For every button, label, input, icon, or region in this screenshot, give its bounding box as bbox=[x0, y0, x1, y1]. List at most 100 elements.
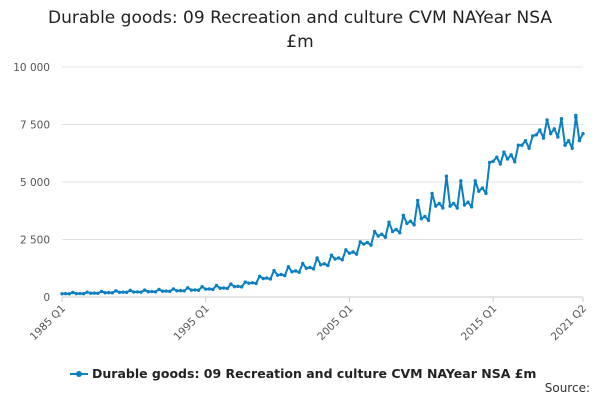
data-point[interactable] bbox=[405, 221, 409, 226]
data-point[interactable] bbox=[139, 290, 143, 294]
data-point[interactable] bbox=[225, 286, 229, 291]
data-point[interactable] bbox=[63, 291, 68, 296]
data-point[interactable] bbox=[103, 291, 107, 295]
data-point[interactable] bbox=[150, 289, 154, 294]
data-point[interactable] bbox=[574, 113, 578, 118]
data-point[interactable] bbox=[369, 243, 373, 247]
data-point[interactable] bbox=[124, 290, 129, 295]
data-point[interactable] bbox=[336, 256, 341, 260]
data-point[interactable] bbox=[221, 286, 226, 290]
data-point[interactable] bbox=[376, 234, 380, 238]
data-point[interactable] bbox=[491, 159, 495, 163]
data-point[interactable] bbox=[329, 253, 334, 257]
data-point[interactable] bbox=[347, 251, 352, 255]
data-point[interactable] bbox=[455, 206, 459, 210]
data-point[interactable] bbox=[563, 143, 567, 147]
data-point[interactable] bbox=[484, 191, 488, 196]
data-point[interactable] bbox=[394, 227, 398, 232]
data-point[interactable] bbox=[178, 288, 183, 293]
data-point[interactable] bbox=[290, 270, 294, 274]
data-point[interactable] bbox=[211, 287, 215, 292]
data-point[interactable] bbox=[214, 283, 219, 288]
data-point[interactable] bbox=[570, 146, 574, 150]
data-point[interactable] bbox=[146, 290, 150, 294]
data-point[interactable] bbox=[351, 250, 355, 254]
data-point[interactable] bbox=[311, 267, 316, 271]
data-point[interactable] bbox=[426, 218, 431, 223]
data-point[interactable] bbox=[498, 162, 503, 166]
data-point[interactable] bbox=[383, 235, 388, 239]
data-point[interactable] bbox=[459, 179, 463, 183]
data-point[interactable] bbox=[81, 292, 86, 296]
data-point[interactable] bbox=[315, 256, 319, 260]
data-point[interactable] bbox=[326, 263, 330, 268]
data-point[interactable] bbox=[96, 291, 100, 295]
data-point[interactable] bbox=[505, 157, 510, 161]
data-point[interactable] bbox=[243, 280, 247, 284]
data-point[interactable] bbox=[193, 288, 197, 292]
data-point[interactable] bbox=[279, 272, 283, 277]
data-point[interactable] bbox=[354, 252, 359, 256]
data-point[interactable] bbox=[254, 281, 258, 286]
data-point[interactable] bbox=[441, 206, 445, 210]
data-point[interactable] bbox=[60, 292, 64, 296]
data-point[interactable] bbox=[473, 179, 477, 183]
data-point[interactable] bbox=[387, 220, 391, 224]
data-point[interactable] bbox=[186, 286, 190, 290]
data-point[interactable] bbox=[520, 143, 524, 147]
data-point[interactable] bbox=[502, 150, 506, 154]
data-point[interactable] bbox=[552, 127, 556, 131]
data-point[interactable] bbox=[74, 291, 79, 296]
data-point[interactable] bbox=[182, 289, 186, 293]
data-point[interactable] bbox=[480, 186, 485, 190]
data-point[interactable] bbox=[92, 291, 97, 295]
data-point[interactable] bbox=[232, 284, 237, 289]
data-point[interactable] bbox=[67, 292, 71, 296]
data-point[interactable] bbox=[308, 265, 312, 270]
data-point[interactable] bbox=[189, 288, 194, 292]
data-point[interactable] bbox=[523, 138, 528, 143]
data-point[interactable] bbox=[85, 290, 89, 294]
data-point[interactable] bbox=[319, 263, 323, 267]
data-point[interactable] bbox=[114, 289, 118, 293]
data-point[interactable] bbox=[286, 264, 291, 269]
data-point[interactable] bbox=[340, 258, 344, 262]
data-point[interactable] bbox=[477, 189, 481, 193]
data-point[interactable] bbox=[548, 132, 553, 136]
data-point[interactable] bbox=[577, 138, 582, 143]
data-point[interactable] bbox=[107, 290, 111, 295]
data-point[interactable] bbox=[390, 229, 395, 234]
data-point[interactable] bbox=[380, 232, 384, 236]
data-point[interactable] bbox=[218, 286, 222, 290]
data-point[interactable] bbox=[398, 231, 402, 235]
data-point[interactable] bbox=[196, 288, 201, 292]
data-point[interactable] bbox=[128, 288, 132, 293]
data-point[interactable] bbox=[416, 198, 420, 203]
data-point[interactable] bbox=[541, 136, 546, 140]
data-point[interactable] bbox=[423, 214, 427, 219]
data-point[interactable] bbox=[132, 290, 136, 294]
data-point[interactable] bbox=[268, 277, 273, 281]
data-point[interactable] bbox=[293, 269, 298, 273]
data-point[interactable] bbox=[200, 284, 204, 289]
data-point[interactable] bbox=[168, 289, 172, 294]
data-point[interactable] bbox=[358, 240, 362, 244]
data-point[interactable] bbox=[99, 289, 104, 294]
data-point[interactable] bbox=[239, 285, 244, 289]
data-point[interactable] bbox=[283, 273, 287, 278]
data-point[interactable] bbox=[257, 274, 262, 278]
data-point[interactable] bbox=[495, 155, 499, 159]
data-point[interactable] bbox=[581, 132, 585, 136]
data-point[interactable] bbox=[297, 270, 301, 274]
data-point[interactable] bbox=[261, 276, 265, 281]
data-point[interactable] bbox=[462, 203, 467, 207]
data-point[interactable] bbox=[272, 268, 276, 273]
data-point[interactable] bbox=[275, 273, 280, 277]
data-point[interactable] bbox=[121, 290, 125, 294]
data-point[interactable] bbox=[265, 276, 269, 280]
data-point[interactable] bbox=[365, 240, 370, 245]
data-point[interactable] bbox=[160, 289, 165, 293]
data-point[interactable] bbox=[247, 281, 251, 285]
data-point[interactable] bbox=[444, 174, 449, 178]
data-point[interactable] bbox=[437, 201, 441, 206]
